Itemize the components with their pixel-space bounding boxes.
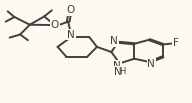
Text: O: O bbox=[66, 5, 74, 15]
Text: N: N bbox=[113, 61, 121, 71]
Text: O: O bbox=[51, 20, 59, 30]
Text: N: N bbox=[110, 36, 118, 46]
Text: N: N bbox=[67, 29, 75, 40]
Text: F: F bbox=[173, 38, 179, 48]
Text: N: N bbox=[114, 67, 122, 77]
Text: H: H bbox=[119, 67, 125, 76]
Text: N: N bbox=[147, 59, 155, 69]
